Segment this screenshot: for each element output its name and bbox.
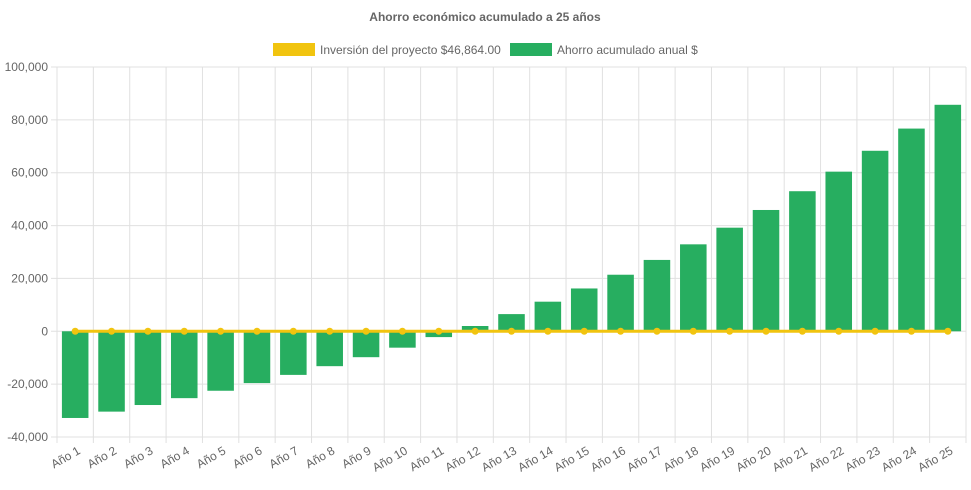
investment-point[interactable] — [435, 327, 443, 335]
savings-bar[interactable] — [643, 259, 671, 332]
investment-point[interactable] — [71, 327, 79, 335]
investment-point[interactable] — [180, 327, 188, 335]
x-tick-label: Año 20 — [734, 443, 774, 474]
x-tick-label: Año 7 — [267, 443, 301, 471]
x-tick-label: Año 18 — [661, 443, 701, 474]
x-tick-label: Año 10 — [370, 443, 410, 474]
savings-bar[interactable] — [825, 171, 853, 332]
savings-bar[interactable] — [607, 274, 634, 332]
x-tick-label: Año 19 — [697, 443, 737, 474]
investment-point[interactable] — [508, 327, 515, 335]
savings-bar[interactable] — [61, 331, 89, 418]
x-tick-label: Año 2 — [85, 443, 119, 471]
legend-item-savings[interactable]: Ahorro acumulado anual $ — [510, 43, 698, 57]
investment-point[interactable] — [108, 327, 116, 335]
x-tick-label: Año 24 — [879, 443, 919, 474]
y-tick-label: -40,000 — [7, 430, 48, 444]
savings-bar[interactable] — [680, 244, 707, 332]
investment-point[interactable] — [326, 327, 334, 335]
savings-bar[interactable] — [934, 104, 962, 332]
y-tick-label: 80,000 — [11, 113, 48, 127]
chart-title: Ahorro económico acumulado a 25 años — [369, 10, 601, 24]
x-tick-label: Año 11 — [407, 443, 446, 474]
savings-bar[interactable] — [352, 331, 380, 358]
x-tick-label: Año 3 — [121, 443, 155, 471]
x-tick-label: Año 9 — [339, 443, 373, 471]
investment-point[interactable] — [653, 327, 661, 335]
investment-point[interactable] — [835, 327, 843, 335]
investment-point[interactable] — [907, 327, 915, 335]
legend-label-savings: Ahorro acumulado anual $ — [557, 43, 698, 57]
investment-point[interactable] — [253, 327, 261, 335]
y-tick-label: 0 — [41, 324, 48, 338]
y-tick-label: 20,000 — [11, 271, 48, 285]
x-tick-label: Año 16 — [588, 443, 628, 474]
investment-point[interactable] — [580, 327, 588, 335]
x-tick-label: Año 17 — [624, 443, 664, 474]
x-tick-label: Año 4 — [158, 443, 192, 471]
x-tick-label: Año 8 — [303, 443, 337, 471]
x-tick-label: Año 6 — [230, 443, 264, 471]
investment-point[interactable] — [144, 327, 152, 335]
savings-bar[interactable] — [207, 331, 234, 391]
x-tick-label: Año 15 — [552, 443, 592, 474]
savings-bar[interactable] — [789, 191, 816, 332]
legend-label-investment: Inversión del proyecto $46,864.00 — [320, 43, 501, 57]
x-tick-label: Año 22 — [806, 443, 846, 474]
investment-point[interactable] — [398, 327, 406, 335]
investment-point[interactable] — [689, 327, 697, 335]
savings-bar[interactable] — [752, 209, 780, 332]
legend-swatch-savings — [510, 43, 552, 56]
y-tick-label: 100,000 — [5, 60, 49, 74]
investment-point[interactable] — [544, 327, 552, 335]
savings-bar[interactable] — [716, 227, 743, 332]
savings-bar[interactable] — [498, 314, 525, 332]
grid — [51, 66, 967, 443]
investment-point[interactable] — [362, 327, 370, 335]
x-tick-label: Año 23 — [843, 443, 883, 474]
investment-point[interactable] — [289, 327, 297, 335]
y-tick-label: 60,000 — [11, 166, 48, 180]
investment-point[interactable] — [617, 327, 625, 335]
investment-point[interactable] — [871, 327, 879, 335]
savings-bar[interactable] — [389, 331, 416, 348]
savings-bar[interactable] — [98, 331, 125, 412]
savings-bar[interactable] — [316, 331, 343, 367]
savings-bar[interactable] — [243, 331, 271, 384]
y-tick-label: -20,000 — [7, 377, 48, 391]
investment-line — [71, 327, 952, 335]
legend-swatch-investment — [273, 43, 315, 56]
investment-point[interactable] — [471, 327, 479, 335]
legend-item-investment[interactable]: Inversión del proyecto $46,864.00 — [273, 43, 501, 57]
x-tick-label: Año 1 — [49, 443, 83, 471]
savings-bar[interactable] — [134, 331, 162, 406]
savings-bar[interactable] — [170, 331, 198, 399]
x-tick-label: Año 25 — [915, 443, 955, 474]
savings-bar[interactable] — [570, 288, 598, 332]
y-axis: -40,000 -20,000 0 20,000 40,000 60,000 80,000 1… — [5, 60, 49, 444]
x-tick-label: Año 13 — [479, 443, 519, 474]
savings-bar[interactable] — [280, 331, 307, 375]
x-tick-label: Año 5 — [194, 443, 228, 471]
x-tick-label: Año 14 — [515, 443, 555, 474]
investment-point[interactable] — [798, 327, 806, 335]
x-tick-label: Año 21 — [770, 443, 810, 474]
x-tick-label: Año 12 — [443, 443, 483, 474]
y-tick-label: 40,000 — [11, 219, 48, 233]
legend: Inversión del proyecto $46,864.00 Ahorro… — [273, 43, 698, 57]
x-axis: Año 1 Año 2 Año 3 Año 4 Año 5 Año 6 Año 7 Año 8… — [49, 443, 956, 474]
savings-bar[interactable] — [534, 301, 562, 332]
investment-point[interactable] — [944, 327, 952, 335]
investment-point[interactable] — [217, 327, 225, 335]
bars — [61, 104, 962, 418]
investment-point[interactable] — [762, 327, 770, 335]
investment-point[interactable] — [726, 327, 734, 335]
savings-bar[interactable] — [861, 150, 889, 332]
savings-bar[interactable] — [898, 128, 925, 332]
